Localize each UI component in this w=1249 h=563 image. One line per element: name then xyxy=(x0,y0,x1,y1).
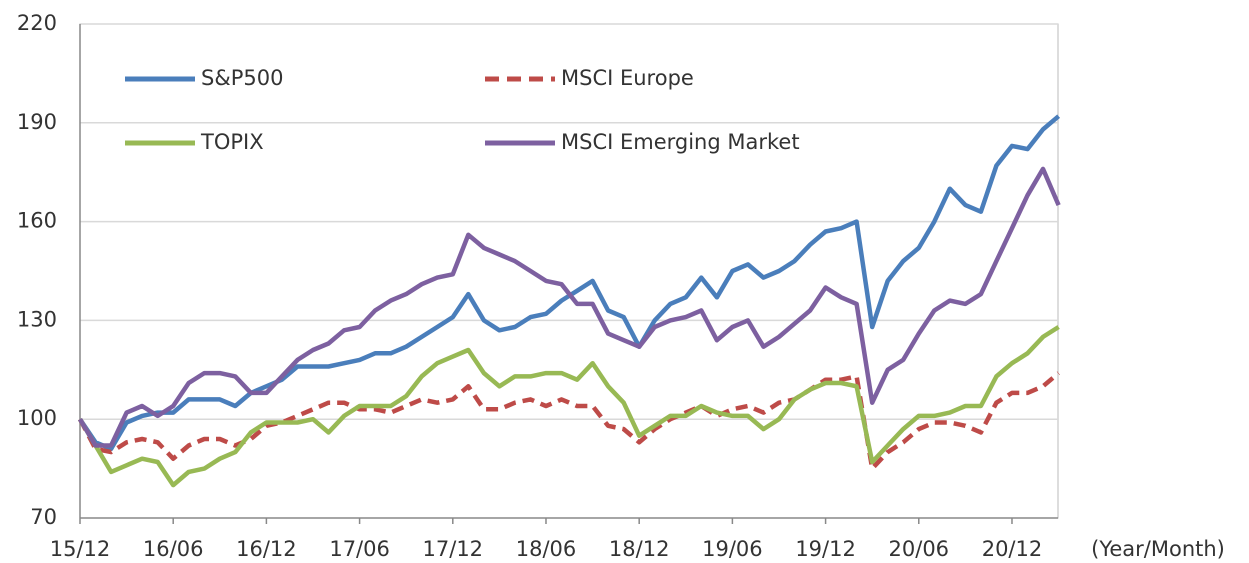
x-tick-label: 17/06 xyxy=(329,537,390,561)
y-tick-label: 220 xyxy=(17,11,57,35)
x-tick-label: 18/12 xyxy=(609,537,670,561)
x-tick-label: 17/12 xyxy=(423,537,484,561)
y-tick-label: 190 xyxy=(17,110,57,134)
legend-label: MSCI Europe xyxy=(561,66,694,90)
y-tick-label: 100 xyxy=(17,406,57,430)
series-line xyxy=(78,114,1061,452)
x-tick-label: 15/12 xyxy=(50,537,111,561)
x-tick-label: 20/12 xyxy=(982,537,1043,561)
legend-label: S&P500 xyxy=(201,66,283,90)
x-tick-label: 19/12 xyxy=(795,537,856,561)
y-tick-label: 70 xyxy=(30,505,57,529)
legend-label: TOPIX xyxy=(200,130,264,154)
x-tick-label: 19/06 xyxy=(702,537,763,561)
x-tick-label: 18/06 xyxy=(516,537,577,561)
y-tick-label: 130 xyxy=(17,307,57,331)
x-tick-label: 20/06 xyxy=(889,537,950,561)
plot-frame xyxy=(79,23,1059,519)
series-line xyxy=(78,166,1061,448)
x-tick-label: 16/06 xyxy=(143,537,204,561)
legend-label: MSCI Emerging Market xyxy=(561,130,800,154)
y-tick-label: 160 xyxy=(17,209,57,233)
x-tick-label: 16/12 xyxy=(236,537,297,561)
x-axis-label: (Year/Month) xyxy=(1091,537,1225,561)
series-line xyxy=(78,325,1060,488)
